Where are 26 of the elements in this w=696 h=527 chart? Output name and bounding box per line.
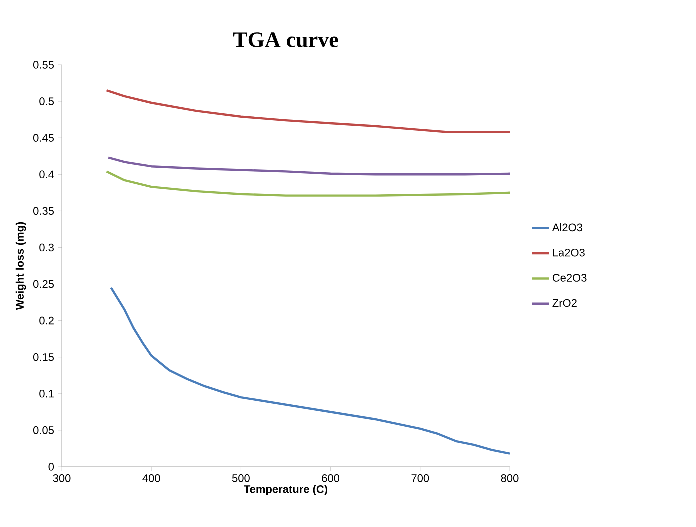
y-tick-label: 0.05 <box>33 426 54 434</box>
y-tick-label: 0.3 <box>40 244 54 252</box>
x-tick-label: 700 <box>412 474 430 482</box>
x-tick-label: 600 <box>322 474 340 482</box>
legend-label: Al2O3 <box>552 223 582 232</box>
x-tick-label: 300 <box>53 474 71 482</box>
legend-label: La2O3 <box>553 248 585 257</box>
legend-label: ZrO2 <box>552 299 577 308</box>
y-tick-label: 0.4 <box>40 170 54 179</box>
y-tick-label: 0.5 <box>40 98 54 106</box>
y-tick-label: 0.55 <box>33 61 54 69</box>
y-tick-label: 0.45 <box>33 134 54 142</box>
x-tick-label: 500 <box>232 474 250 482</box>
x-tick-label: 400 <box>142 474 160 482</box>
y-tick-label: 0.35 <box>33 207 54 216</box>
x-axis-title: Temperature (C) <box>244 485 328 496</box>
y-tick-label: 0.25 <box>33 280 54 288</box>
y-axis-title: Weight loss (mg) <box>16 222 26 310</box>
y-tick-label: 0.1 <box>40 390 54 398</box>
line-series <box>106 89 510 134</box>
chart-title: TGA curve <box>233 32 338 48</box>
y-tick-label: 0.2 <box>40 316 54 325</box>
y-tick-label: 0.15 <box>33 353 54 362</box>
y-tick-label: 0 <box>48 463 54 471</box>
legend-label: Ce2O3 <box>552 274 587 282</box>
x-tick-label: 800 <box>501 474 519 482</box>
